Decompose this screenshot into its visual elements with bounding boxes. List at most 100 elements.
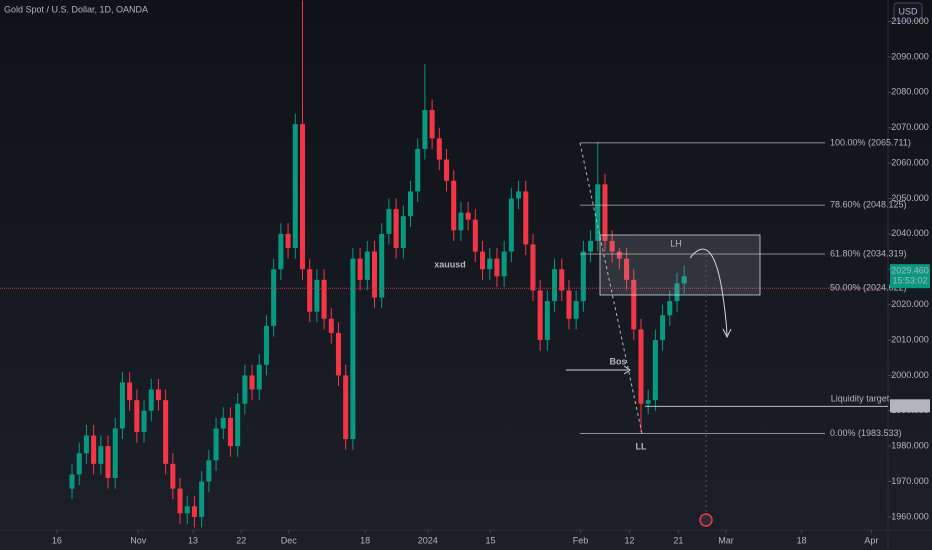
candle-body bbox=[299, 124, 306, 270]
last-price-badge bbox=[890, 264, 930, 289]
candle-body bbox=[415, 148, 421, 192]
candle-body bbox=[148, 389, 154, 411]
candle-body bbox=[516, 191, 522, 199]
candle-body bbox=[429, 110, 435, 139]
candle-body bbox=[314, 279, 320, 312]
candle-body bbox=[494, 258, 500, 277]
candle-body bbox=[660, 315, 666, 341]
candle-body bbox=[235, 403, 241, 447]
candle-body bbox=[681, 276, 687, 284]
candle-body bbox=[328, 318, 334, 333]
candle-body bbox=[83, 435, 89, 454]
x-tick-label: 15 bbox=[485, 535, 495, 545]
candle-body bbox=[602, 184, 608, 241]
fib-label: 61.80% (2034.319) bbox=[830, 248, 907, 258]
projection-curve bbox=[689, 248, 728, 336]
x-tick-label: 21 bbox=[673, 535, 683, 545]
candle-body bbox=[249, 375, 255, 390]
candle-body bbox=[379, 233, 385, 298]
candle-body bbox=[552, 269, 558, 302]
candle-body bbox=[638, 329, 644, 404]
candle-body bbox=[278, 233, 284, 270]
fib-trend bbox=[579, 142, 643, 434]
y-tick-label: 2040.000 bbox=[891, 228, 929, 238]
x-tick-label: Dec bbox=[281, 535, 298, 545]
candle-body bbox=[559, 269, 565, 291]
candle-body bbox=[69, 474, 75, 489]
x-tick-label: 18 bbox=[797, 535, 807, 545]
liquidity-badge bbox=[890, 399, 930, 413]
x-tick-label: Nov bbox=[130, 535, 147, 545]
candle-body bbox=[566, 290, 572, 319]
candle-body bbox=[105, 446, 111, 478]
y-tick-label: 2070.000 bbox=[891, 122, 929, 132]
candle-body bbox=[386, 209, 392, 234]
candle-body bbox=[451, 180, 457, 231]
candle-body bbox=[530, 244, 536, 291]
candle-body bbox=[271, 269, 277, 326]
candle-body bbox=[335, 332, 342, 376]
candle-body bbox=[422, 110, 428, 149]
candle-body bbox=[364, 251, 370, 280]
countdown: 15:53:02 bbox=[892, 276, 927, 286]
candle-body bbox=[242, 375, 248, 404]
x-tick-label: 16 bbox=[52, 535, 62, 545]
y-tick-label: 2050.000 bbox=[891, 193, 929, 203]
candle-body bbox=[407, 191, 414, 217]
candle-body bbox=[91, 435, 97, 464]
x-tick-label: 18 bbox=[360, 535, 370, 545]
candle-body bbox=[595, 184, 601, 241]
candle-body bbox=[357, 258, 363, 280]
y-tick-label: 2090.000 bbox=[891, 51, 929, 61]
candle-body bbox=[213, 428, 219, 461]
candle-body bbox=[487, 258, 493, 270]
fib-label: 78.60% (2048.125) bbox=[830, 199, 907, 209]
last-price: 2029.460 bbox=[891, 266, 929, 276]
candle-body bbox=[501, 251, 507, 277]
candle-body bbox=[292, 124, 298, 249]
candle-body bbox=[163, 400, 169, 464]
liquidity-price: 1991.263 bbox=[891, 401, 929, 411]
fib-label: 0.00% (1983.533) bbox=[830, 428, 902, 438]
candle-body bbox=[631, 279, 637, 330]
candle-body bbox=[652, 340, 658, 401]
bos-arrowhead bbox=[623, 365, 631, 375]
candle-body bbox=[76, 453, 82, 475]
candle-body bbox=[523, 191, 529, 245]
y-tick-label: 2080.000 bbox=[891, 87, 929, 97]
candle-body bbox=[537, 290, 543, 341]
candle-body bbox=[206, 460, 212, 482]
chart-title: Gold Spot / U.S. Dollar, 1D, OANDA bbox=[4, 4, 148, 14]
event-icon bbox=[699, 513, 713, 527]
candle-body bbox=[508, 198, 514, 252]
candle-body bbox=[155, 389, 161, 401]
candle-body bbox=[141, 410, 147, 432]
fib-label: 50.00% (2024.622) bbox=[830, 283, 907, 293]
y-tick-label: 2000.000 bbox=[891, 370, 929, 380]
y-tick-label: 1980.000 bbox=[891, 441, 929, 451]
candle-body bbox=[134, 400, 140, 432]
candle-body bbox=[400, 216, 406, 249]
y-tick-label: 2010.000 bbox=[891, 334, 929, 344]
ll-label: LL bbox=[636, 441, 647, 451]
candle-body bbox=[227, 417, 233, 447]
fib-label: 100.00% (2065.711) bbox=[830, 137, 911, 147]
x-tick-label: 2024 bbox=[418, 535, 438, 545]
candle-body bbox=[184, 506, 190, 514]
x-tick-label: 22 bbox=[236, 535, 246, 545]
y-tick-label: 2060.000 bbox=[891, 157, 929, 167]
x-tick-label: 12 bbox=[624, 535, 634, 545]
candle-body bbox=[371, 251, 378, 298]
candle-body bbox=[170, 463, 176, 489]
candle-body bbox=[256, 364, 262, 390]
candle-body bbox=[119, 382, 125, 429]
bos-label: Bos bbox=[609, 356, 626, 366]
y-tick-label: 2020.000 bbox=[891, 299, 929, 309]
candle-body bbox=[321, 279, 327, 319]
candle-body bbox=[436, 138, 442, 160]
y-tick-label: 2100.000 bbox=[891, 16, 929, 26]
currency-button[interactable] bbox=[893, 2, 923, 22]
